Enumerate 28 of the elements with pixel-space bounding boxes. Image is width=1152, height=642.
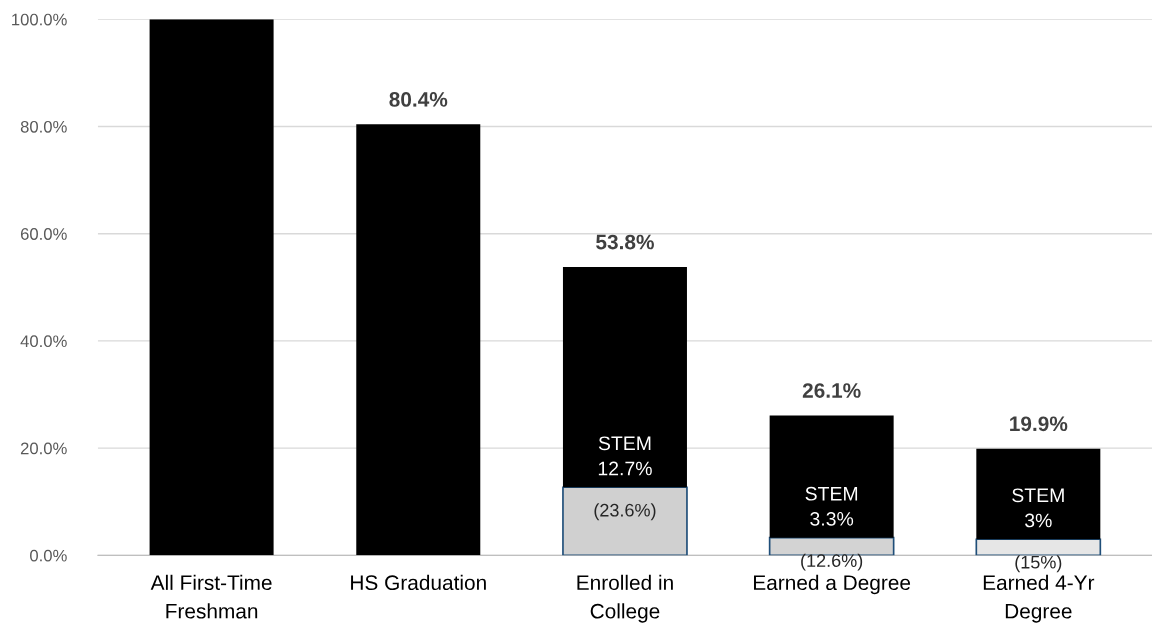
y-tick-label: 20.0% [20, 442, 67, 455]
bar [562, 266, 687, 488]
x-tick-label: Earned 4-Yr Degree [983, 574, 1095, 623]
total-label: 26.1% [802, 383, 861, 398]
bar [149, 19, 274, 556]
x-tick-label: HS Graduation [351, 574, 486, 591]
data-label: STEM 12.7% [598, 436, 652, 476]
x-tick-label: All First-Time Freshman [150, 574, 272, 619]
y-tick-label: 80.0% [20, 120, 67, 133]
x-tick-label: Earned a Degree [754, 574, 911, 595]
data-label: STEM 3.3% [805, 486, 858, 526]
x-tick-label: Enrolled in College [577, 574, 673, 623]
total-label: 80.4% [389, 92, 448, 107]
annotation: (23.6%) [594, 503, 656, 521]
y-tick-label: 100.0% [12, 13, 67, 26]
total-label: 53.8% [596, 234, 654, 250]
y-tick-label: 0.0% [30, 549, 67, 562]
y-tick-label: 60.0% [20, 228, 67, 240]
bar [976, 448, 1101, 540]
y-tick-label: 40.0% [20, 335, 67, 348]
annotation: (15%) [1015, 555, 1062, 573]
bar [562, 486, 688, 556]
total-label: 19.9% [1010, 416, 1068, 432]
bar [356, 124, 481, 556]
bar [975, 538, 1102, 556]
data-label: STEM 3% [1012, 488, 1064, 528]
annotation: (12.6%) [801, 553, 863, 571]
bar [769, 415, 894, 538]
